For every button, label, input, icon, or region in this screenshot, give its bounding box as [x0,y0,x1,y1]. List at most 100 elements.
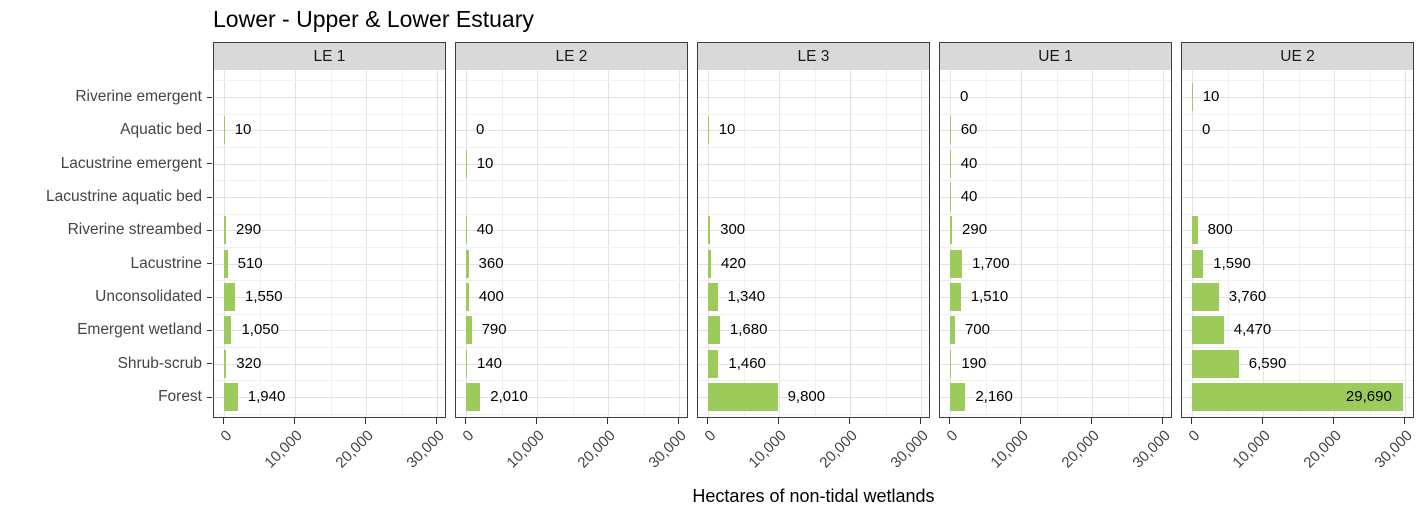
bar [466,316,472,345]
x-axis-tick-label: 20,000 [1058,427,1104,472]
gridline-major-horizontal [698,197,929,199]
gridline-major-horizontal [214,163,445,165]
y-axis-tick [207,163,212,165]
gridline-major-vertical [1021,70,1022,417]
gridline-minor-horizontal [698,213,929,215]
gridline-major-horizontal [698,363,929,365]
gridline-minor-horizontal [940,280,1171,282]
bar [224,383,238,412]
gridline-minor-vertical [814,70,816,417]
x-axis-tick [1404,418,1405,424]
y-axis-label: Unconsolidated [95,288,202,306]
gridline-minor-horizontal [698,180,929,182]
gridline-major-horizontal [214,397,445,399]
bar [950,283,961,312]
y-axis-tick [207,229,212,231]
bar-value-label: 0 [476,121,485,139]
bar-value-label: 1,550 [245,288,283,306]
bar [466,249,469,278]
gridline-minor-vertical [1298,70,1300,417]
bar [950,116,951,145]
gridline-major-horizontal [1182,263,1413,265]
gridline-minor-horizontal [456,213,687,215]
gridline-minor-horizontal [940,247,1171,249]
gridline-minor-horizontal [214,147,445,149]
bar-value-label: 4,470 [1233,321,1272,339]
bar-value-label: 300 [720,221,746,239]
gridline-minor-horizontal [456,113,687,115]
x-axis-tick-label: 30,000 [1129,427,1175,472]
gridline-minor-horizontal [698,280,929,282]
gridline-major-horizontal [456,363,687,365]
y-axis-label: Lacustrine [130,254,202,272]
facet-strip: LE 2 [455,42,688,71]
bar-value-label: 29,690 [1345,388,1392,406]
bar [224,249,228,278]
bar-value-label: 40 [476,221,494,239]
bar-value-label: 10 [234,121,252,139]
bar-value-label: 40 [960,188,978,206]
gridline-major-vertical [1334,70,1335,417]
gridline-minor-horizontal [1182,113,1413,115]
bar-value-label: 140 [476,354,503,372]
bar-value-label: 10 [1202,88,1220,105]
bar-value-label: 2,010 [490,388,528,406]
bar [1192,349,1239,378]
x-axis-tick [1191,418,1192,424]
facet-strip-label: UE 2 [1280,47,1315,65]
bar [950,149,951,178]
bar-value-label: 1,700 [972,254,1010,272]
gridline-major-horizontal [698,163,929,165]
bar-value-label: 3,760 [1228,288,1267,306]
x-axis-tick-label: 20,000 [332,427,378,472]
gridline-minor-horizontal [1182,247,1413,249]
gridline-minor-horizontal [214,413,445,415]
bar [224,216,227,245]
gridline-minor-horizontal [214,113,445,115]
bar [950,183,951,212]
gridline-minor-horizontal [698,313,929,315]
gridline-minor-horizontal [456,313,687,315]
bar [1192,216,1198,245]
bar-value-label: 1,940 [247,388,286,406]
gridline-major-vertical [679,70,680,417]
y-axis-label: Emergent wetland [77,321,202,339]
bar [950,249,963,278]
y-axis-label: Lacustrine aquatic bed [46,188,202,206]
gridline-minor-vertical [1227,70,1229,417]
gridline-minor-horizontal [940,313,1171,315]
gridline-minor-horizontal [456,347,687,349]
bar [708,116,709,145]
facet-strip: UE 1 [939,42,1172,71]
gridline-major-horizontal [214,330,445,332]
gridline-minor-horizontal [940,380,1171,382]
gridline-minor-vertical [1369,70,1371,417]
gridline-minor-horizontal [698,80,929,82]
bar-value-label: 1,340 [727,288,766,306]
facet-strip-label: LE 1 [313,47,346,65]
bar-value-label: 1,510 [970,288,1009,306]
gridline-minor-horizontal [940,80,1171,82]
gridline-minor-horizontal [1182,380,1413,382]
bar-value-label: 790 [481,321,507,339]
gridline-minor-horizontal [1182,413,1413,415]
x-axis-tick [707,418,708,424]
gridline-minor-horizontal [698,413,929,415]
bar-value-label: 190 [961,354,987,372]
gridline-minor-horizontal [940,347,1171,349]
bar [1192,316,1224,345]
bar-value-label: 1,590 [1213,254,1251,272]
gridline-minor-horizontal [456,280,687,282]
gridline-major-horizontal [940,297,1171,299]
gridline-minor-vertical [643,70,645,417]
bar-value-label: 700 [964,321,990,339]
y-axis-label: Lacustrine emergent [60,154,202,172]
x-axis-tick-label: 30,000 [645,427,691,472]
bar-value-label: 40 [960,154,978,172]
gridline-minor-horizontal [214,380,445,382]
gridline-major-horizontal [456,263,687,265]
y-axis-tick [207,196,212,198]
gridline-major-vertical [1263,70,1264,417]
bar [950,216,953,245]
